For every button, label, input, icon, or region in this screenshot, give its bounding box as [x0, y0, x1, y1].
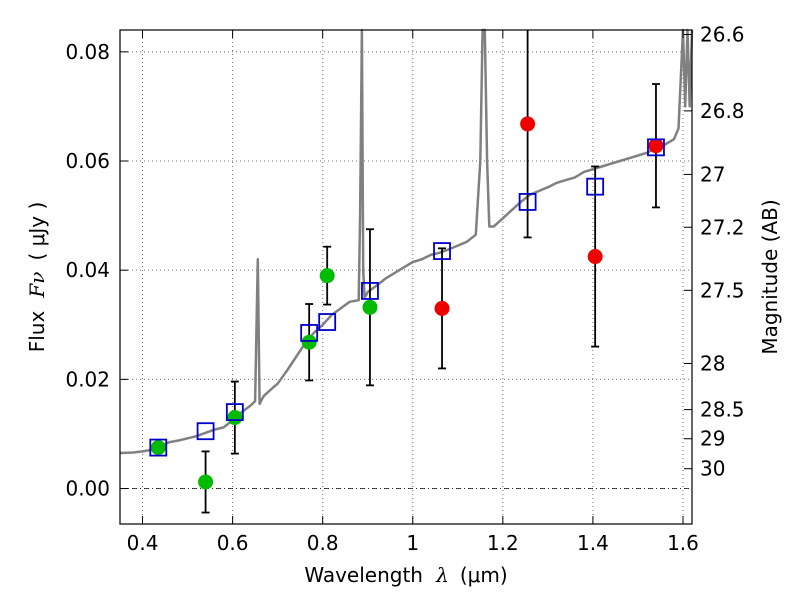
- red-data-point: [648, 138, 664, 154]
- y2-tick-label: 27.2: [700, 215, 745, 239]
- red-data-point: [587, 249, 603, 265]
- green-data-point: [150, 440, 166, 456]
- model-square: [149, 438, 168, 457]
- y-tick-label: 0.06: [65, 149, 110, 173]
- x-tick-label: 0.4: [127, 531, 159, 555]
- y-axis-title: Flux Fν ( μJy ): [25, 202, 49, 353]
- model-square: [318, 313, 337, 331]
- green-data-point: [301, 334, 317, 350]
- x-tick-label: 1.2: [487, 531, 519, 555]
- y-tick-label: 0.08: [65, 40, 110, 64]
- x-tick-label: 0.6: [217, 531, 249, 555]
- red-data-point: [520, 116, 536, 132]
- y2-tick-label: 26.8: [700, 99, 745, 123]
- model-square: [433, 242, 451, 260]
- model-square: [196, 422, 215, 441]
- green-data-point: [198, 474, 214, 490]
- y2-tick-label: 27: [700, 162, 725, 186]
- model-square: [225, 403, 244, 421]
- y2-tick-label: 28.5: [700, 398, 745, 422]
- y2-tick-label: 26.6: [700, 22, 745, 46]
- red-data-point: [434, 300, 450, 316]
- y2-tick-label: 29: [700, 427, 725, 451]
- model-square: [647, 138, 665, 157]
- y2-axis-title: Magnitude (AB): [758, 199, 782, 354]
- y-tick-label: 0.02: [65, 367, 110, 391]
- x-tick-label: 1: [406, 531, 419, 555]
- x-tick-label: 1.4: [577, 531, 609, 555]
- green-data-point: [227, 410, 243, 426]
- model-square: [518, 193, 537, 211]
- plot-layer: [119, 28, 694, 514]
- y2-tick-label: 27.5: [700, 278, 745, 302]
- green-data-point: [319, 268, 335, 284]
- spectrum-line: [119, 28, 694, 455]
- plot-frame: [119, 29, 693, 525]
- model-square: [361, 282, 379, 300]
- y2-tick-label: 28: [700, 351, 725, 375]
- x-tick-label: 0.8: [307, 531, 339, 555]
- model-square: [300, 324, 319, 342]
- model-square: [586, 177, 605, 196]
- green-data-point: [362, 299, 378, 315]
- y-tick-label: 0.00: [65, 477, 110, 501]
- x-tick-label: 1.6: [667, 531, 699, 555]
- y2-tick-label: 30: [700, 457, 725, 481]
- axis-layer: 0.4 0.6 0.8 1 1.2 1.4 1.6 0.00 0.02 0.04 0.06 0.08 2…: [65, 22, 744, 555]
- y-tick-label: 0.04: [65, 258, 110, 282]
- x-axis-title: Wavelength λ (μm): [304, 563, 507, 587]
